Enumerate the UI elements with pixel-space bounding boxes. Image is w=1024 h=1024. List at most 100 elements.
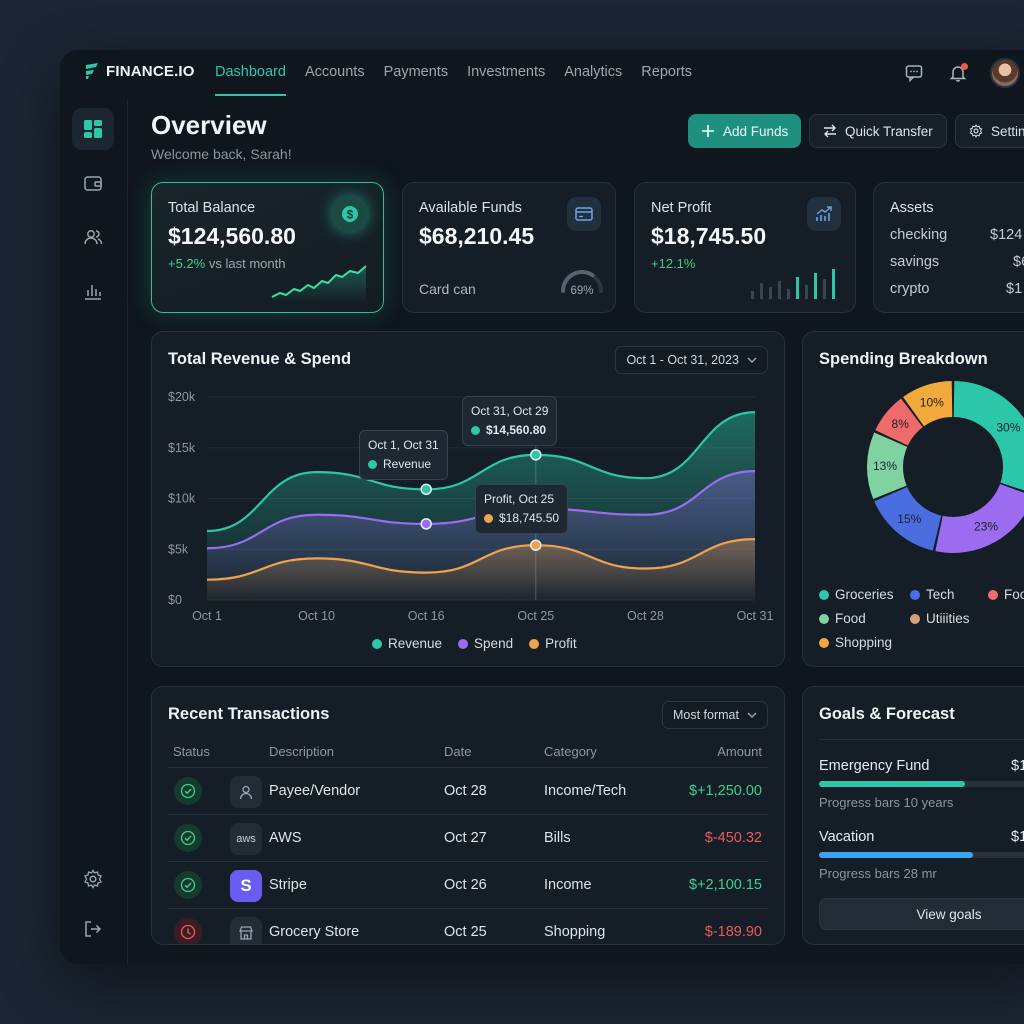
status-check-icon (174, 871, 202, 899)
data-point-revenue[interactable] (420, 483, 432, 496)
donut-slice[interactable] (953, 381, 1024, 494)
row-description: AWS (269, 830, 302, 846)
x-tick-label: Oct 25 (517, 609, 554, 623)
sidebar-item-logout[interactable] (72, 908, 114, 950)
bar-chart-icon (85, 285, 101, 300)
grid-icon (84, 120, 102, 138)
spending-legend-shopping: Shopping (819, 635, 892, 650)
total-balance-card[interactable]: Total Balance $124,560.80 +5.2% vs last … (151, 182, 384, 313)
x-tick-label: Oct 10 (298, 609, 335, 623)
transactions-card: Recent Transactions Most format Status D… (151, 686, 785, 945)
logo-icon (86, 63, 98, 79)
column-amount[interactable]: Amount (717, 744, 762, 759)
sidebar-item-wallet[interactable] (72, 162, 114, 204)
gear-icon (969, 124, 983, 138)
data-point-profit[interactable] (530, 539, 542, 551)
sidebar-item-dashboard[interactable] (72, 108, 114, 150)
column-status[interactable]: Status (173, 744, 210, 759)
donut-slice[interactable] (903, 381, 953, 427)
view-goals-button[interactable]: View goals (819, 898, 1024, 930)
nav-payments[interactable]: Payments (383, 64, 449, 80)
tooltip-value-text: Revenue (383, 457, 432, 471)
data-point-spend[interactable] (420, 518, 432, 530)
legend-label: Food (835, 611, 866, 626)
total-balance-delta-suffix: vs last month (208, 256, 286, 271)
area-profit (207, 539, 755, 600)
main-nav: Dashboard Accounts Payments Investments … (215, 50, 692, 96)
bell-icon[interactable] (946, 61, 970, 85)
column-date[interactable]: Date (444, 744, 472, 759)
column-description[interactable]: Description (269, 744, 335, 759)
date-range-label: Oct 1 - Oct 31, 2023 (626, 353, 739, 367)
row-description: Stripe (269, 877, 307, 893)
total-balance-delta: +5.2% vs last month (168, 256, 285, 271)
nav-investments[interactable]: Investments (467, 64, 546, 80)
profit-bars (751, 269, 835, 299)
row-category: Shopping (544, 924, 606, 940)
column-category[interactable]: Category (544, 744, 597, 759)
add-funds-button[interactable]: Add Funds (688, 114, 802, 148)
row-date: Oct 27 (444, 830, 487, 846)
table-row[interactable]: Payee/Vendor Oct 28 Income/Tech $+1,250.… (168, 767, 768, 814)
revenue-chart-card: Total Revenue & Spend Oct 1 - Oct 31, 20… (151, 331, 785, 667)
avatar[interactable] (990, 58, 1020, 88)
logo[interactable]: FINANCE.IO (84, 62, 195, 80)
series-line-profit[interactable] (206, 538, 756, 581)
asset-row-crypto: crypto $1 (890, 281, 1024, 297)
slice-label: 30% (996, 421, 1020, 435)
assets-card[interactable]: Assets checking $124 savings $6 crypto $… (873, 182, 1024, 313)
spending-donut-chart[interactable]: 30% 23% 15% 13% 8% 10% (803, 372, 1024, 572)
available-funds-footer: Card can (419, 281, 476, 297)
status-pending-icon (174, 918, 202, 944)
series-line-revenue[interactable] (206, 411, 756, 533)
aws-logo-icon: aws (230, 823, 262, 855)
messages-icon[interactable] (902, 61, 926, 85)
tooltip-value: $14,560.80 (471, 421, 548, 440)
top-icons: S (902, 58, 1024, 88)
donut-slice[interactable] (935, 484, 1024, 553)
goals-card: Goals & Forecast Emergency Fund $1 Progr… (802, 686, 1024, 945)
tooltip-title: Oct 31, Oct 29 (471, 404, 549, 418)
legend-label: Utiiities (926, 611, 970, 626)
asset-amount: $1 (1006, 281, 1023, 297)
nav-dashboard[interactable]: Dashboard (215, 50, 286, 96)
sidebar-item-users[interactable] (72, 216, 114, 258)
table-row[interactable]: Grocery Store Oct 25 Shopping $-189.90 (168, 908, 768, 944)
notification-dot (961, 63, 968, 70)
transactions-filter-dropdown[interactable]: Most format (662, 701, 768, 729)
donut-slice[interactable] (874, 487, 942, 551)
nav-accounts[interactable]: Accounts (304, 64, 365, 80)
transactions-title: Recent Transactions (168, 705, 330, 723)
spending-legend-utilities: Utiiities (910, 611, 970, 626)
spending-legend-foo: Foo (988, 587, 1024, 602)
donut-slice[interactable] (875, 398, 923, 446)
data-point-revenue[interactable] (530, 449, 542, 461)
revenue-chart[interactable]: $0 $5k $10k $15k $20k Oct 1 Oct 10 Oct 16 Oct 25… (152, 332, 786, 668)
chart-tooltip-3: Profit, Oct 25 $18,745.50 (475, 484, 569, 534)
table-row[interactable]: S Stripe Oct 26 Income $+2,100.15 (168, 861, 768, 908)
table-row[interactable]: aws AWS Oct 27 Bills $-450.32 (168, 814, 768, 861)
date-range-dropdown[interactable]: Oct 1 - Oct 31, 2023 (615, 346, 768, 374)
legend-label: Groceries (835, 587, 894, 602)
available-funds-label: Available Funds (419, 200, 522, 216)
donut-slice[interactable] (867, 432, 908, 500)
sidebar-item-analytics[interactable] (72, 270, 114, 312)
row-category: Bills (544, 830, 571, 846)
asset-amount: $124 (990, 227, 1023, 243)
quick-transfer-button[interactable]: Quick Transfer (809, 114, 947, 148)
asset-amount: $6 (1013, 254, 1024, 270)
nav-analytics[interactable]: Analytics (564, 64, 623, 80)
balance-sparkline (271, 265, 367, 303)
row-amount: $-189.90 (704, 924, 762, 940)
gauge-text: 69% (570, 285, 593, 297)
goal-progress-emergency (819, 781, 1024, 787)
store-icon (230, 917, 262, 944)
net-profit-card[interactable]: Net Profit $18,745.50 +12.1% (634, 182, 856, 313)
settings-button[interactable]: Settin (955, 114, 1024, 148)
goal-label-vacation: Vacation (819, 829, 875, 845)
nav-reports[interactable]: Reports (641, 64, 693, 80)
sidebar-item-settings[interactable] (72, 858, 114, 900)
available-funds-card[interactable]: Available Funds $68,210.45 Card can 69% (402, 182, 616, 313)
card-icon (567, 197, 601, 231)
x-tick-label: Oct 16 (408, 609, 445, 623)
